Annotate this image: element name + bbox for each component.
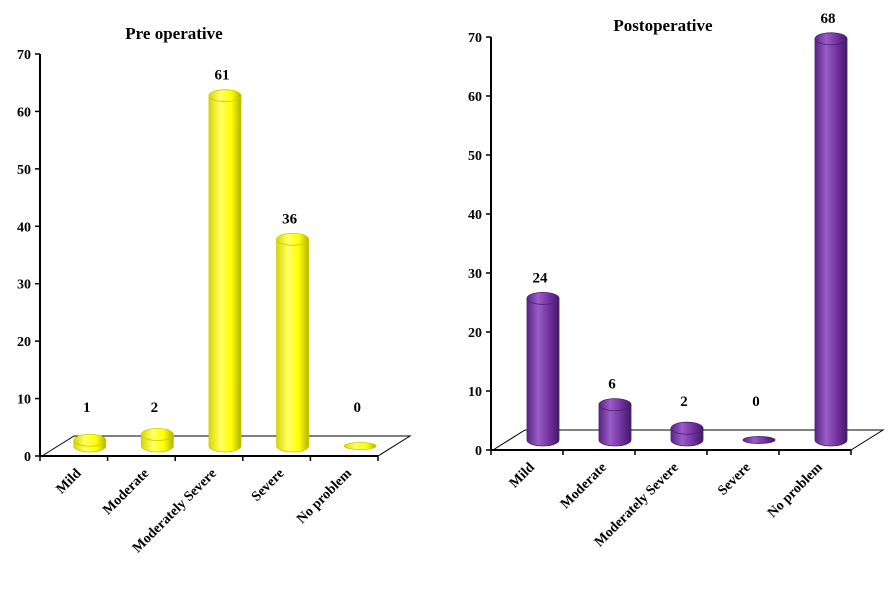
data-label: 2: [680, 394, 688, 410]
bar-moderately-severe: [670, 421, 704, 447]
data-labels: 1 2 61 36 0: [83, 68, 361, 416]
y-tick-label: 30: [468, 267, 482, 282]
category-label: Severe: [715, 460, 753, 498]
y-tick-label: 60: [468, 90, 482, 105]
bar-body: [276, 238, 309, 453]
data-label: 6: [608, 377, 616, 393]
category-label: Mild: [54, 466, 85, 497]
bar-top: [73, 433, 107, 447]
y-tick-label: 10: [17, 393, 31, 408]
bar-body: [598, 404, 632, 447]
y-tick-label: 20: [17, 335, 31, 350]
bar-flat: [343, 442, 377, 450]
data-label: 0: [752, 394, 760, 410]
bar-top: [814, 32, 848, 46]
data-labels: 24 6 2 0 68: [533, 11, 836, 410]
data-label: 2: [151, 400, 159, 416]
chart-title: Postoperative: [613, 16, 713, 35]
bar-severe: [276, 232, 310, 453]
y-tick-label: 20: [468, 326, 482, 341]
bar-mild: [526, 291, 560, 447]
bar-top: [140, 428, 174, 441]
bar-severe: [742, 436, 776, 444]
bar-top: [598, 398, 632, 412]
category-label: Moderate: [100, 466, 152, 518]
bar-flat: [742, 436, 776, 444]
bar-top: [670, 421, 704, 435]
chart-title: Pre operative: [125, 24, 223, 43]
y-tick-label: 60: [17, 105, 31, 120]
y-tick-label: 40: [17, 220, 31, 235]
bar-series: [73, 89, 377, 453]
bar-no-problem: [814, 32, 848, 447]
data-label: 1: [83, 400, 91, 416]
data-label: 61: [215, 68, 230, 84]
y-tick-label: 50: [17, 163, 31, 178]
data-label: 0: [353, 400, 361, 416]
data-label: 36: [282, 211, 298, 227]
y-tick-label: 0: [24, 450, 31, 465]
bar-series: [526, 32, 848, 447]
category-label: No problem: [765, 460, 826, 521]
y-tick-label: 70: [17, 48, 31, 63]
y-tick-label: 10: [468, 385, 482, 400]
category-label: Severe: [249, 466, 287, 504]
y-tick-label: 40: [468, 208, 482, 223]
bar-body: [526, 298, 560, 447]
bar-mild: [73, 433, 107, 453]
bar-no-problem: [343, 442, 377, 450]
bar-body: [208, 95, 242, 453]
y-tick-label: 0: [475, 444, 482, 459]
y-tick-label: 50: [468, 149, 482, 164]
category-label: Mild: [507, 460, 538, 491]
bar-top: [526, 291, 560, 305]
category-label: Moderate: [558, 460, 610, 512]
data-label: 68: [821, 11, 836, 27]
bar-body: [814, 38, 848, 447]
bar-top: [276, 232, 310, 246]
pre-operative-chart: Pre operative 0 10 20 30 40 50 60 70 1 2 61 36 0 Mi…: [17, 24, 412, 556]
y-tick-label: 70: [468, 31, 482, 46]
bar-moderately-severe: [208, 89, 242, 453]
bar-moderate: [598, 398, 632, 447]
data-label: 24: [533, 270, 549, 286]
bar-moderate: [140, 428, 174, 453]
bar-top: [208, 89, 242, 103]
category-label: No problem: [294, 466, 355, 527]
y-tick-label: 30: [17, 278, 31, 293]
